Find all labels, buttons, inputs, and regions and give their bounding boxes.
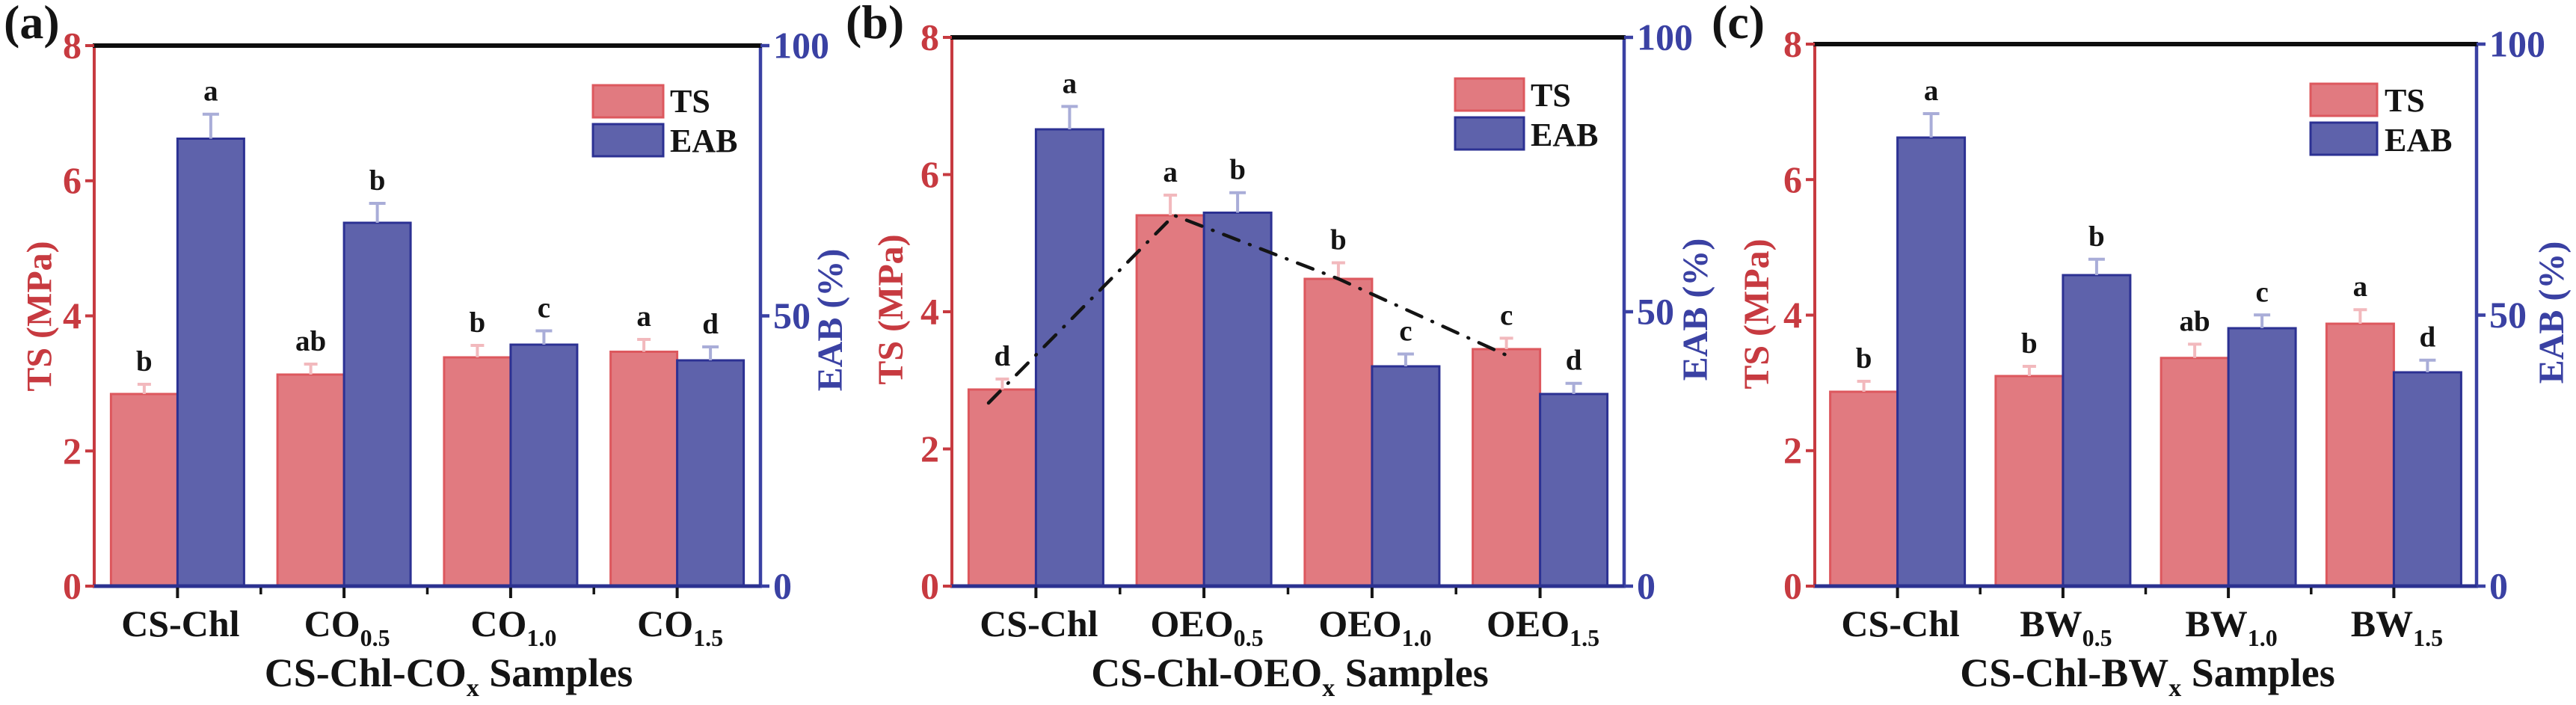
svg-text:50: 50 [1637, 291, 1674, 333]
svg-text:b: b [1856, 342, 1872, 375]
svg-text:d: d [1566, 345, 1582, 377]
svg-text:CO1.0: CO1.0 [470, 603, 556, 651]
svg-text:8: 8 [920, 16, 939, 58]
svg-text:CS-Chl: CS-Chl [1841, 603, 1959, 644]
svg-text:0: 0 [1637, 565, 1656, 607]
svg-text:a: a [636, 301, 651, 333]
svg-text:0: 0 [63, 565, 82, 607]
svg-text:4: 4 [920, 291, 939, 333]
svg-text:100: 100 [1637, 16, 1693, 58]
svg-text:EAB: EAB [1531, 117, 1598, 153]
svg-text:6: 6 [920, 153, 939, 195]
svg-text:CS-Chl: CS-Chl [121, 603, 239, 644]
svg-text:b: b [136, 345, 153, 378]
svg-text:2: 2 [63, 430, 82, 472]
svg-text:(c): (c) [1712, 0, 1765, 49]
svg-text:0: 0 [773, 565, 792, 607]
svg-text:0: 0 [920, 565, 939, 607]
svg-text:EAB (%): EAB (%) [2532, 241, 2572, 384]
svg-text:a: a [2353, 271, 2368, 303]
svg-text:TS (MPa): TS (MPa) [1737, 238, 1777, 389]
svg-text:OEO1.5: OEO1.5 [1487, 603, 1599, 651]
svg-text:CS-Chl-COx Samples: CS-Chl-COx Samples [265, 650, 633, 702]
svg-text:OEO1.0: OEO1.0 [1318, 603, 1431, 651]
svg-text:TS: TS [2385, 82, 2425, 119]
svg-text:CS-Chl: CS-Chl [980, 603, 1098, 644]
svg-text:8: 8 [1783, 23, 1802, 65]
svg-text:b: b [1229, 154, 1246, 186]
svg-text:4: 4 [63, 295, 82, 336]
svg-text:b: b [369, 164, 386, 197]
svg-text:CS-Chl-BWx Samples: CS-Chl-BWx Samples [1960, 650, 2335, 702]
svg-text:100: 100 [2489, 23, 2545, 65]
svg-text:CO1.5: CO1.5 [637, 603, 723, 651]
svg-text:CS-Chl-OEOx Samples: CS-Chl-OEOx Samples [1091, 650, 1489, 702]
svg-text:50: 50 [773, 295, 811, 336]
svg-text:BW1.5: BW1.5 [2351, 603, 2443, 651]
svg-text:d: d [2420, 321, 2436, 354]
svg-text:TS: TS [1531, 77, 1571, 114]
svg-text:2: 2 [1783, 429, 1802, 471]
svg-text:TS (MPa): TS (MPa) [871, 234, 911, 384]
svg-text:a: a [1924, 75, 1939, 107]
svg-text:2: 2 [920, 428, 939, 470]
svg-text:8: 8 [63, 25, 82, 67]
svg-text:b: b [470, 307, 486, 339]
svg-text:ab: ab [2179, 305, 2210, 337]
svg-text:d: d [702, 308, 719, 340]
svg-text:ab: ab [295, 325, 326, 357]
svg-text:TS: TS [670, 83, 710, 120]
svg-text:CO0.5: CO0.5 [304, 603, 390, 651]
svg-text:100: 100 [773, 25, 829, 67]
svg-text:c: c [538, 292, 550, 324]
svg-text:c: c [1500, 299, 1513, 331]
svg-text:EAB: EAB [2385, 122, 2452, 158]
svg-text:OEO0.5: OEO0.5 [1151, 603, 1264, 651]
svg-text:EAB: EAB [670, 123, 737, 159]
svg-text:b: b [2021, 327, 2038, 360]
svg-text:a: a [1163, 156, 1178, 188]
svg-text:50: 50 [2489, 294, 2527, 336]
svg-text:TS (MPa): TS (MPa) [20, 241, 60, 391]
svg-text:BW1.0: BW1.0 [2185, 603, 2277, 651]
svg-text:a: a [1063, 67, 1078, 99]
svg-text:6: 6 [63, 159, 82, 201]
svg-text:0: 0 [2489, 565, 2508, 607]
svg-text:b: b [1330, 224, 1347, 256]
svg-text:EAB (%): EAB (%) [1676, 238, 1715, 381]
svg-text:d: d [995, 340, 1011, 372]
svg-text:(a): (a) [4, 0, 60, 49]
svg-text:4: 4 [1783, 294, 1802, 336]
svg-text:c: c [1399, 315, 1412, 348]
svg-text:c: c [2255, 276, 2268, 308]
svg-text:a: a [203, 76, 218, 108]
svg-text:6: 6 [1783, 158, 1802, 200]
svg-text:(b): (b) [846, 0, 904, 49]
svg-text:b: b [2088, 221, 2105, 253]
svg-text:EAB (%): EAB (%) [811, 249, 850, 392]
svg-text:BW0.5: BW0.5 [2020, 603, 2112, 651]
svg-text:0: 0 [1783, 565, 1802, 607]
